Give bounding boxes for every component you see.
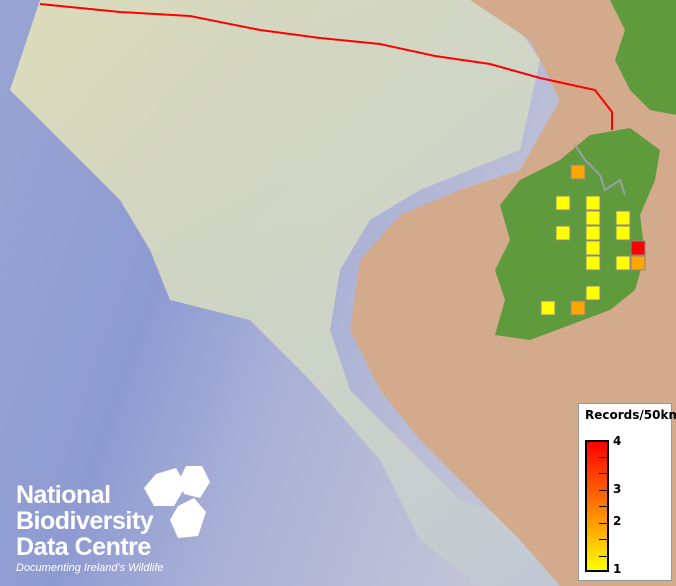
map-legend: Records/50km 4 3 2 1 [578, 403, 676, 581]
record-cell[interactable] [630, 255, 646, 271]
record-cell[interactable] [570, 300, 586, 316]
legend-label: 3 [613, 482, 622, 496]
record-cell[interactable] [555, 195, 571, 211]
record-cell[interactable] [585, 210, 601, 226]
legend-tick [599, 456, 607, 458]
record-cell[interactable] [615, 225, 631, 241]
legend-tick [599, 473, 607, 474]
record-cells [540, 164, 646, 316]
legend-label: 1 [613, 562, 622, 576]
record-cell[interactable] [570, 164, 586, 180]
record-cell[interactable] [615, 210, 631, 226]
logo-text-line: Biodiversity [16, 507, 154, 535]
border-line [574, 144, 626, 196]
record-cell[interactable] [585, 255, 601, 271]
legend-title: Records/50km [585, 408, 676, 422]
legend-tick [599, 506, 607, 507]
legend-label: 4 [613, 434, 622, 448]
boundary-line [39, 3, 613, 130]
record-cell[interactable] [615, 255, 631, 271]
continental-shelf [10, 0, 580, 586]
legend-tick [599, 489, 607, 491]
logo-text-line: Data Centre [16, 533, 151, 561]
record-cell[interactable] [585, 195, 601, 211]
logo-tagline: Documenting Ireland's Wildlife [16, 562, 164, 574]
record-cell[interactable] [585, 240, 601, 256]
record-cell[interactable] [585, 225, 601, 241]
logo-hexagons-icon [144, 466, 210, 538]
legend-tick [599, 522, 607, 524]
britain-land [610, 0, 676, 115]
record-cell[interactable] [555, 225, 571, 241]
legend-tick [599, 555, 607, 557]
record-cell[interactable] [540, 300, 556, 316]
nbdc-logo: National Biodiversity Data Centre Docume… [16, 466, 210, 574]
record-cell[interactable] [630, 240, 646, 256]
legend-label: 2 [613, 514, 622, 528]
logo-text-line: National [16, 481, 111, 509]
record-cell[interactable] [585, 285, 601, 301]
legend-tick [599, 539, 607, 540]
